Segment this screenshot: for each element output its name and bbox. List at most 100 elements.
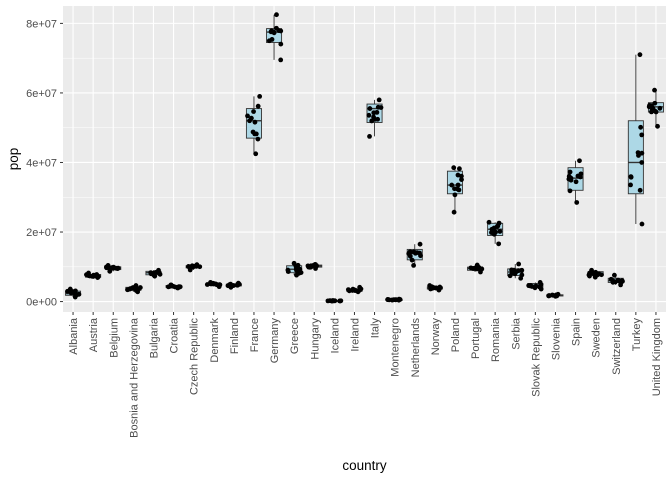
data-point xyxy=(409,257,415,263)
data-point xyxy=(104,264,109,270)
data-point xyxy=(197,264,203,270)
data-point xyxy=(253,131,259,137)
data-point xyxy=(293,266,299,272)
data-point xyxy=(269,28,275,34)
data-point xyxy=(411,263,417,268)
data-point xyxy=(217,282,222,288)
x-axis: Albania Austria Belgium Bosnia and Herzegov… xyxy=(68,312,663,438)
box-sweden xyxy=(586,267,604,280)
data-point xyxy=(574,200,580,205)
y-tick-label: 8e+07 xyxy=(26,18,57,30)
x-tick-label: Croatia xyxy=(169,317,181,353)
data-point xyxy=(274,25,279,31)
x-tick-label: Ireland xyxy=(349,318,361,352)
data-point xyxy=(208,281,214,287)
y-tick-label: 4e+07 xyxy=(26,157,57,169)
data-point xyxy=(511,267,517,273)
box-iceland xyxy=(325,298,344,304)
y-tick-label: 2e+07 xyxy=(26,227,57,239)
data-point xyxy=(133,288,139,293)
data-point xyxy=(573,179,579,185)
data-point xyxy=(285,269,291,275)
x-tick-label: Slovak Republic xyxy=(530,318,542,397)
grid-minor xyxy=(63,57,666,268)
data-point xyxy=(519,268,524,273)
data-point xyxy=(489,230,494,235)
data-point xyxy=(115,265,121,271)
box-spain xyxy=(566,158,584,205)
data-point xyxy=(586,272,592,278)
data-point xyxy=(647,103,652,108)
data-point xyxy=(295,262,301,268)
x-tick-label: United Kingdom xyxy=(651,318,663,396)
box-france xyxy=(245,94,263,157)
data-point xyxy=(367,133,372,139)
box-slovak-republic xyxy=(526,280,544,292)
x-tick-label: Spain xyxy=(571,318,583,346)
y-tick-label: 6e+07 xyxy=(26,88,57,100)
data-point xyxy=(568,177,574,183)
data-point xyxy=(638,124,644,130)
data-point xyxy=(278,41,284,47)
x-tick-label: Belgium xyxy=(108,318,120,358)
box-united-kingdom xyxy=(646,87,664,129)
y-axis-title: pop xyxy=(6,148,21,171)
data-point xyxy=(567,188,573,194)
box-austria xyxy=(84,270,102,280)
box-bulgaria xyxy=(145,267,163,279)
data-point xyxy=(358,286,364,292)
data-point xyxy=(89,273,95,279)
box-ireland xyxy=(345,284,364,295)
x-tick-label: Greece xyxy=(289,318,301,354)
x-tick-label: Bulgaria xyxy=(148,317,160,358)
x-tick-label: Norway xyxy=(430,318,442,356)
data-point xyxy=(337,298,343,304)
data-point xyxy=(457,166,462,172)
data-point xyxy=(519,272,525,278)
data-point xyxy=(367,106,373,111)
x-tick-label: Sweden xyxy=(591,318,603,358)
data-point xyxy=(393,297,399,303)
x-tick-label: Switzerland xyxy=(611,318,623,375)
data-point xyxy=(69,289,75,295)
box-poland xyxy=(446,165,464,215)
data-point xyxy=(639,132,645,138)
data-point xyxy=(449,182,455,188)
box-romania xyxy=(486,219,504,247)
data-point xyxy=(637,187,643,193)
data-point xyxy=(512,271,518,277)
x-tick-label: Serbia xyxy=(510,317,522,350)
data-point xyxy=(84,272,89,278)
data-point xyxy=(615,277,621,283)
x-tick-label: Montenegro xyxy=(390,318,402,377)
data-point xyxy=(494,224,500,230)
data-point xyxy=(639,150,645,156)
data-point xyxy=(546,293,552,298)
data-point xyxy=(496,241,502,247)
data-point xyxy=(537,284,542,290)
data-point xyxy=(137,285,143,290)
data-point xyxy=(628,174,634,180)
data-point xyxy=(636,153,641,158)
data-point xyxy=(371,110,377,116)
data-point xyxy=(314,263,319,268)
data-point xyxy=(177,284,183,290)
data-point xyxy=(269,37,275,42)
data-point xyxy=(296,270,302,276)
data-point xyxy=(65,288,70,294)
data-point xyxy=(407,253,413,259)
data-point xyxy=(204,282,210,287)
data-point xyxy=(255,136,261,142)
data-point xyxy=(385,297,391,302)
x-tick-label: Iceland xyxy=(329,318,341,353)
box-denmark xyxy=(204,280,223,290)
data-point xyxy=(516,261,522,267)
data-point xyxy=(376,97,382,103)
data-point xyxy=(278,57,284,63)
data-point xyxy=(599,272,604,278)
box-croatia xyxy=(165,282,183,291)
data-point xyxy=(452,186,457,192)
data-point xyxy=(628,182,633,188)
data-point xyxy=(274,12,279,18)
